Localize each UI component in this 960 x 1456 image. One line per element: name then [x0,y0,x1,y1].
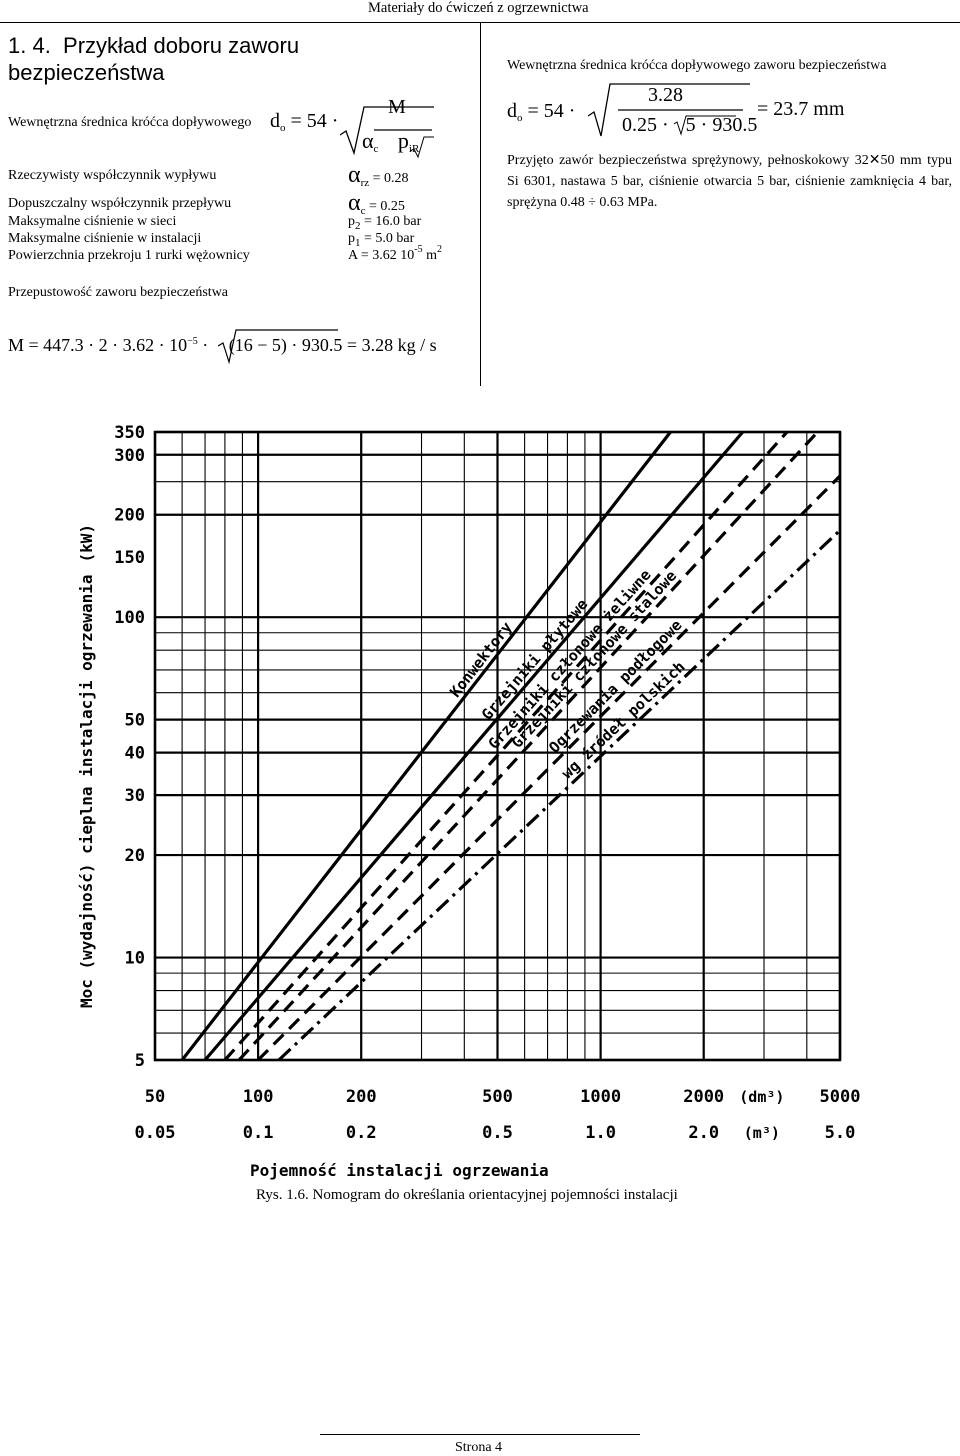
den-p: p [397,128,409,153]
series-line [256,474,842,1062]
param-value-alpha-rz: αrz = 0.28 [348,162,409,189]
param-label-alpha-c: Dopuszczalny współczynnik przepływu [8,196,232,211]
x-tick-label-m3: 0.05 [135,1123,176,1143]
formula-d-sub: o [280,122,286,134]
y-tick-label: 200 [114,506,145,526]
chart-grid [153,430,842,1062]
left-formula-num: M [388,96,406,118]
left-formula-label: Wewnętrzna średnica króćca dopływowego [8,115,252,130]
x-unit-dm3: (dm³) [739,1088,784,1106]
section-number: 1. 4. [8,33,51,58]
left-formula-lhs: do = 54 · [270,110,339,134]
param-label-area: Powierzchnia przekroju 1 rurki wężownicy [8,248,250,263]
x-tick-label-m3: 0.5 [482,1123,513,1143]
param-label-p1: Maksymalne ciśnienie w instalacji [8,231,202,246]
y-tick-label: 20 [125,846,145,866]
x-tick-label-dm3: 1000 [580,1087,621,1107]
formula-eq: = 54 · [290,110,339,132]
param-label-alpha-rz: Rzeczywisty współczynnik wypływu [8,168,217,183]
y-tick-label: 150 [114,548,145,568]
x-tick-label-m3: 1.0 [585,1123,616,1143]
section-heading: 1. 4. Przykład doboru zaworu bezpieczeńs… [8,32,348,86]
figure-caption: Rys. 1.6. Nomogram do określania orienta… [256,1187,678,1203]
right-formula-num: 3.28 [648,84,683,106]
y-tick-label: 10 [125,949,145,969]
flow-radicand: (16 − 5) · 930.5 [228,335,343,355]
series-line [180,431,672,1061]
x-tick-label-m3: 5.0 [825,1123,856,1143]
column-divider [480,22,481,386]
x-axis-title: Pojemność instalacji ogrzewania [250,1161,549,1180]
y-tick-label: 350 [114,423,145,443]
y-axis-unit: (kW) [77,524,96,563]
right-formula-radical [588,83,750,137]
y-axis-title-text: Moc (wydajność) cieplna instalacji ogrze… [77,575,96,1008]
y-tick-label: 5 [135,1051,145,1071]
x-tick-label-dm3: 50 [145,1087,165,1107]
right-formula-den: 0.25 · 5 · 930.5 [622,114,758,136]
series-line [203,430,744,1062]
x-tick-label-dm3: 200 [346,1087,377,1107]
right-formula-lhs: do = 54 · [507,100,576,124]
flow-formula: M = 447.3 · 2 · 3.62 · 10−5 · (16 − 5) ·… [8,335,437,355]
series-line [237,430,819,1062]
x-tick-label-dm3: 500 [482,1087,513,1107]
x-unit-m3: (m³) [744,1124,780,1142]
y-tick-label: 30 [125,786,145,806]
den-alpha: α [362,128,374,153]
y-tick-label: 50 [125,711,145,731]
page-header: Materiały do ćwiczeń z ogrzewnictwa [368,0,589,16]
y-tick-label: 40 [125,744,145,764]
param-value-p1: p1 = 5.0 bar [348,231,415,249]
den-alpha-sub: c [373,143,379,155]
y-tick-label: 300 [114,446,145,466]
series-line [277,529,842,1062]
right-formula-label: Wewnętrzna średnica króćca dopływowego z… [507,58,887,73]
flow-label: Przepustowość zaworu bezpieczeństwa [8,285,229,300]
series-line [223,430,789,1062]
plot-frame [153,430,842,1062]
page-number: Strona 4 [455,1440,503,1455]
right-formula-result: = 23.7 mm [757,98,845,120]
param-value-alpha-c: αc = 0.25 [348,190,405,217]
chart-labels: 35030020015010050403020105500.051000.120… [77,423,860,1180]
footer-rule [320,1434,640,1435]
valve-description: Przyjęto zawór bezpieczeństwa sprężynowy… [507,153,952,210]
formula-d: d [270,110,280,132]
x-tick-label-dm3: 100 [243,1087,274,1107]
x-tick-label-m3: 2.0 [688,1123,719,1143]
x-tick-label-m3: 0.2 [346,1123,377,1143]
left-formula-radical [340,106,434,159]
param-value-area: A = 3.62 10-5 m2 [348,244,442,263]
x-tick-label-dm3: 5000 [820,1087,861,1107]
y-axis-title: Moc (wydajność) cieplna instalacji ogrze… [77,524,96,1008]
param-value-p2: p2 = 16.0 bar [348,214,422,232]
param-label-p2: Maksymalne ciśnienie w sieci [8,214,177,229]
left-formula-den: αc piR [362,128,420,155]
y-tick-label: 100 [114,608,145,628]
flow-formula-radical [218,329,338,364]
den-p-sub: iR [408,143,420,155]
section-title: Przykład doboru zaworu bezpieczeństwa [8,33,300,85]
x-tick-label-dm3: 2000 [683,1087,724,1107]
x-tick-label-m3: 0.1 [243,1123,274,1143]
